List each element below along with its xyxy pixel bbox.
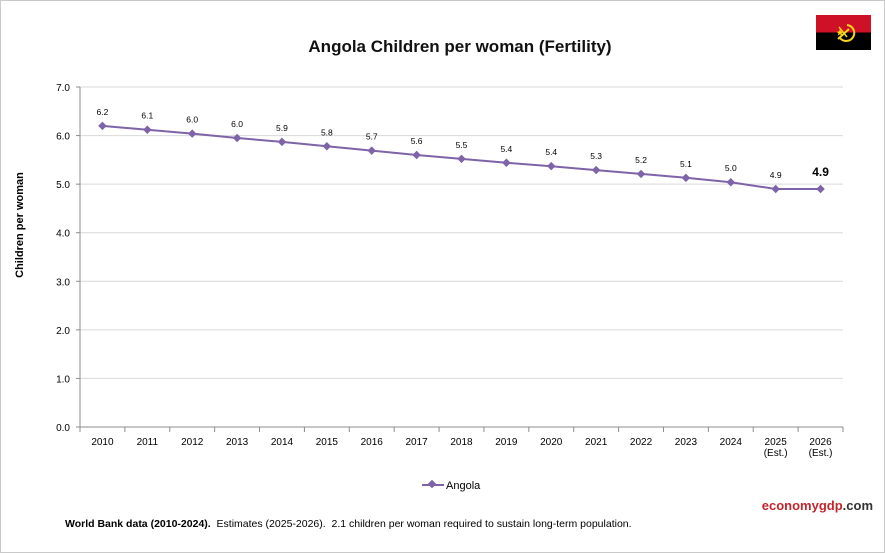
brand-part-com: .com [842,498,873,513]
x-tick-label: 2024 [720,437,743,448]
data-point [412,150,421,160]
data-point [98,121,107,131]
y-tick-label: 3.0 [56,277,70,288]
x-tick-label: 2014 [271,437,294,448]
x-tick-label: (Est.) [809,448,833,459]
chart-title: Angola Children per woman (Fertility) [308,37,611,56]
y-tick-label: 2.0 [56,326,70,337]
y-tick-label: 5.0 [56,180,70,191]
data-point [502,158,511,168]
data-point [322,142,332,151]
data-label: 4.9 [812,165,829,179]
x-tick-label: 2021 [585,437,608,448]
x-tick-label: 2015 [316,437,339,448]
data-point [547,161,556,171]
footer-note-text: 2.1 children per woman required to susta… [331,518,632,530]
legend-label-angola: Angola [446,480,481,492]
brand-part-gdp: gdp [818,498,843,513]
footer-source: World Bank data (2010-2024). [65,518,211,530]
data-label: 6.0 [186,115,198,125]
data-label: 5.8 [321,127,333,137]
x-tick-label: (Est.) [764,448,788,459]
legend-marker [427,479,437,489]
x-tick-label: 2026 [809,437,832,448]
data-point [277,137,287,147]
data-label: 5.4 [500,144,512,154]
y-tick-label: 6.0 [56,132,70,143]
data-label: 5.5 [456,140,468,150]
data-label: 5.4 [545,147,557,157]
data-point [726,177,736,187]
x-tick-label: 2011 [137,437,159,448]
x-tick-label: 2012 [181,437,204,448]
data-point [636,169,646,179]
brand-part-economy: economy [761,498,819,513]
legend: Angola [422,479,481,492]
data-label: 5.2 [635,155,647,165]
y-axis-label: Children per woman [14,172,26,278]
angola-flag-icon [816,15,871,50]
x-tick-label: 2017 [405,437,428,448]
data-label: 6.0 [231,119,243,129]
footer-note: World Bank data (2010-2024). Estimates (… [65,518,632,530]
data-point [681,173,691,183]
x-tick-label: 2023 [675,437,698,448]
data-point [457,154,466,164]
brand-link[interactable]: economygdp.com [762,498,873,513]
data-label: 4.9 [770,170,782,180]
x-tick-label: 2010 [91,437,114,448]
data-label: 5.0 [725,163,737,173]
data-label: 5.3 [590,151,602,161]
data-point [367,146,376,155]
data-point [771,184,780,194]
y-tick-label: 0.0 [56,423,70,434]
x-tick-label: 2025 [765,437,788,448]
x-tick-label: 2019 [495,437,518,448]
footer-estimates: Estimates (2025-2026). [216,518,326,530]
data-label: 5.7 [366,132,378,142]
data-label: 5.6 [411,136,423,146]
data-label: 6.2 [97,107,109,117]
data-point [591,165,601,175]
data-label: 5.9 [276,123,288,133]
data-point [232,133,242,143]
data-label: 6.1 [141,111,153,121]
x-tick-label: 2022 [630,437,653,448]
data-label: 5.1 [680,159,692,169]
y-tick-label: 7.0 [56,83,70,94]
x-tick-label: 2016 [361,437,384,448]
x-tick-label: 2018 [450,437,473,448]
y-tick-label: 4.0 [56,229,70,240]
x-tick-label: 2013 [226,437,249,448]
data-point [143,125,152,134]
data-point [187,129,197,138]
x-tick-label: 2020 [540,437,563,448]
y-tick-label: 1.0 [56,374,70,385]
data-point [816,184,825,194]
